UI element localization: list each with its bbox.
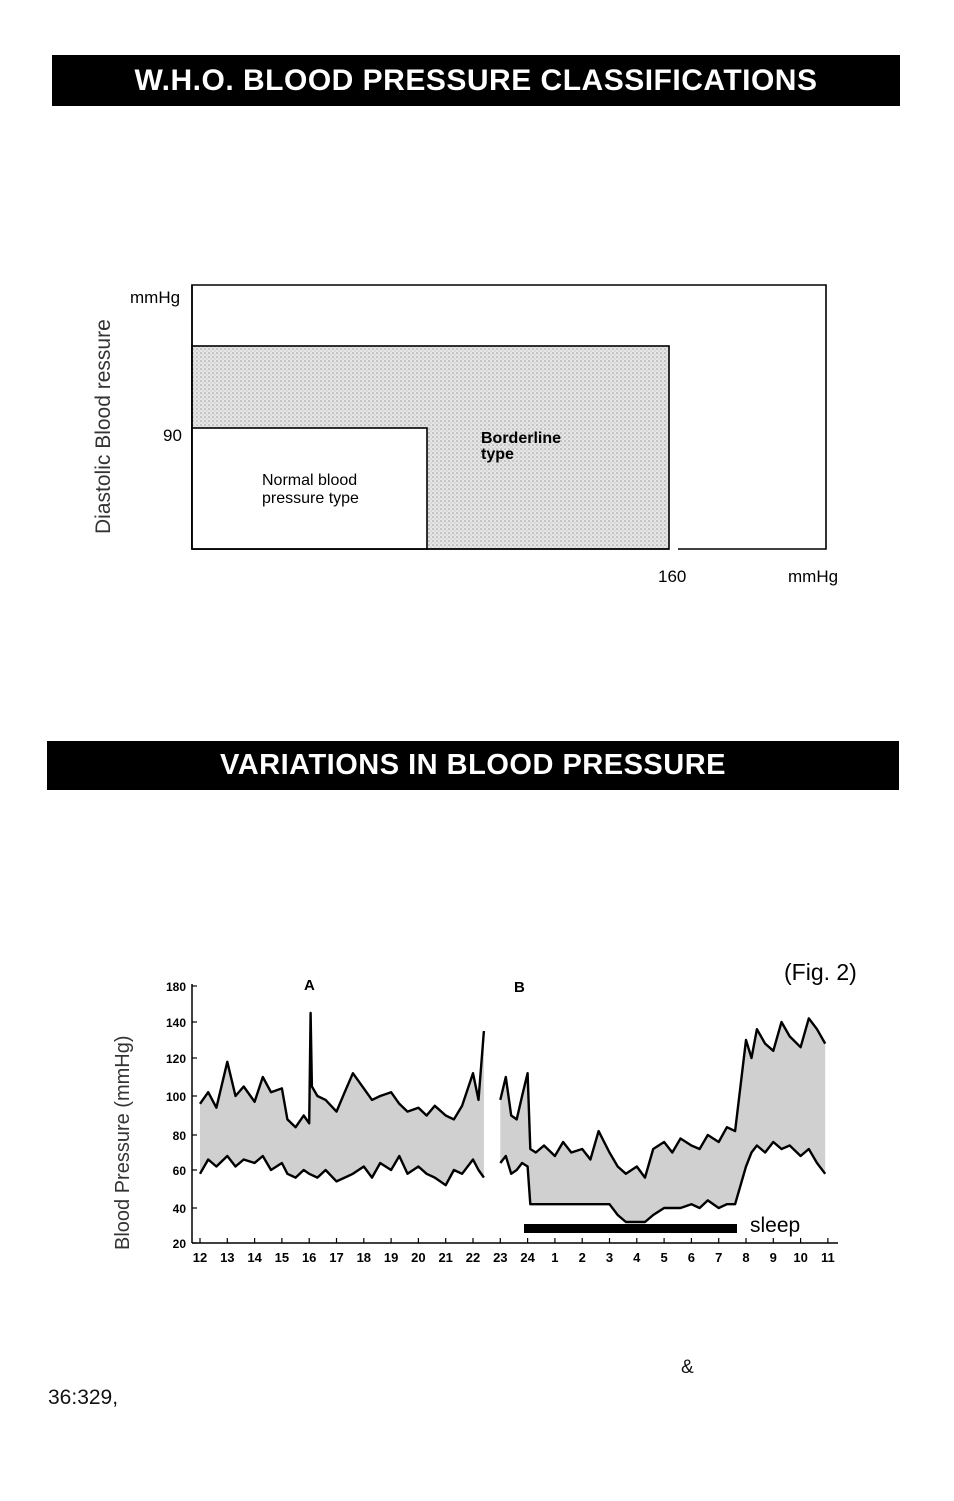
x-tick-label: 9 [770, 1250, 777, 1265]
marker-b: B [514, 979, 525, 996]
fig-label: (Fig. 2) [784, 959, 857, 985]
variations-banner: VARIATIONS IN BLOOD PRESSURE [47, 741, 899, 790]
y-tick-label: 180 [166, 980, 186, 994]
x-tick-label: 6 [688, 1250, 695, 1265]
y-tick-label: 80 [173, 1129, 187, 1143]
x-tick-label: 7 [715, 1250, 722, 1265]
x-tick-label: 5 [660, 1250, 667, 1265]
x-tick-label: 10 [793, 1250, 807, 1265]
marker-a: A [304, 977, 315, 994]
x-tick-label: 11 [821, 1250, 835, 1265]
x-tick-label: 4 [633, 1250, 641, 1265]
classifications-banner: W.H.O. BLOOD PRESSURE CLASSIFICATIONS [52, 55, 900, 106]
footer-ampersand: & [681, 1357, 694, 1378]
x-tick-label: 17 [329, 1250, 343, 1265]
normal-label-line1: Normal blood [262, 472, 357, 489]
diagram-y-unit: mmHg [130, 288, 180, 307]
x-tick-label: 21 [438, 1250, 452, 1265]
x-tick-label: 20 [411, 1250, 425, 1265]
variations-title: VARIATIONS IN BLOOD PRESSURE [220, 749, 726, 781]
who-classification-diagram: mmHg 90 160 mmHg Diastolic Blood ressure… [92, 284, 838, 586]
diagram-x-tick-160: 160 [658, 567, 686, 586]
x-tick-label: 13 [220, 1250, 234, 1265]
normal-label-line2: pressure type [262, 490, 359, 507]
y-tick-label: 120 [166, 1052, 186, 1066]
x-tick-label: 16 [302, 1250, 316, 1265]
x-tick-label: 15 [275, 1250, 289, 1265]
borderline-label-line1: Borderline [481, 430, 561, 447]
y-tick-label: 140 [166, 1016, 186, 1030]
diagram-y-axis-label: Diastolic Blood ressure [92, 319, 115, 534]
x-tick-label: 19 [384, 1250, 398, 1265]
y-tick-label: 60 [173, 1164, 187, 1178]
systolic-line [499, 1017, 827, 1179]
y-tick-label: 40 [173, 1202, 187, 1216]
sleep-label: sleep [750, 1214, 800, 1237]
systolic-line [199, 1011, 486, 1129]
diagram-y-tick-90: 90 [163, 426, 182, 445]
x-tick-label: 12 [193, 1250, 207, 1265]
chart-y-axis-label: Blood Pressure (mmHg) [112, 1035, 134, 1250]
diastolic-line [198, 1154, 485, 1187]
x-tick-label: 24 [520, 1250, 535, 1265]
classifications-title: W.H.O. BLOOD PRESSURE CLASSIFICATIONS [134, 63, 818, 97]
diagram-x-unit: mmHg [788, 567, 838, 586]
sleep-bar [524, 1224, 737, 1233]
normal-region [191, 427, 428, 550]
x-tick-label: 22 [466, 1250, 480, 1265]
x-tick-label: 18 [357, 1250, 371, 1265]
diastolic-line [499, 1140, 827, 1224]
borderline-label-line2: type [481, 446, 514, 463]
x-tick-label: 2 [579, 1250, 586, 1265]
x-tick-label: 23 [493, 1250, 507, 1265]
x-tick-label: 1 [551, 1250, 558, 1265]
x-tick-label: 14 [247, 1250, 262, 1265]
bp-range-band [500, 1018, 826, 1222]
footer-citation: 36:329, [48, 1386, 119, 1409]
x-tick-label: 8 [742, 1250, 749, 1265]
x-tick-label: 3 [606, 1250, 613, 1265]
y-tick-label: 20 [173, 1237, 187, 1251]
y-tick-label: 100 [166, 1090, 186, 1104]
